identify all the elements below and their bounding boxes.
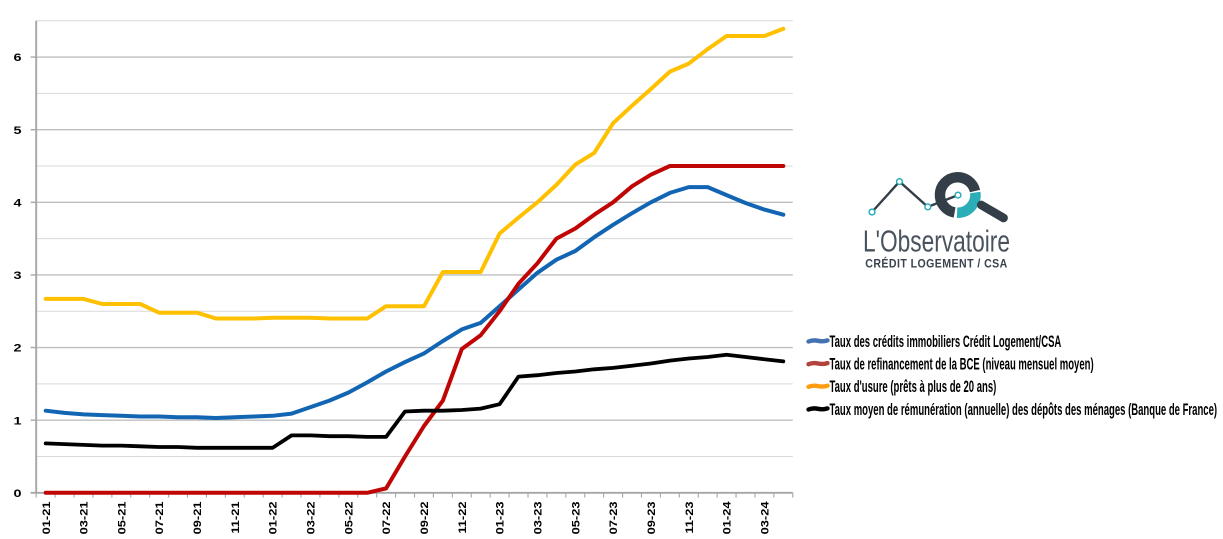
svg-text:Taux des crédits immobiliers C: Taux des crédits immobiliers Crédit Loge…: [830, 332, 1062, 350]
svg-text:Taux d'usure (prêts à plus de: Taux d'usure (prêts à plus de 20 ans): [830, 378, 997, 396]
svg-text:03-21: 03-21: [77, 501, 90, 534]
svg-text:6: 6: [14, 51, 22, 64]
svg-text:4: 4: [14, 196, 23, 209]
svg-text:05-21: 05-21: [115, 501, 128, 534]
svg-text:1: 1: [14, 414, 22, 427]
svg-text:CRÉDIT LOGEMENT / CSA: CRÉDIT LOGEMENT / CSA: [865, 257, 1007, 271]
svg-text:01-23: 01-23: [493, 501, 506, 534]
svg-text:11-21: 11-21: [229, 501, 242, 533]
svg-text:Taux moyen de rémunération (an: Taux moyen de rémunération (annuelle) de…: [830, 400, 1218, 418]
svg-text:11-23: 11-23: [683, 501, 696, 533]
svg-text:09-23: 09-23: [645, 501, 658, 534]
svg-text:07-21: 07-21: [153, 501, 166, 534]
svg-text:01-24: 01-24: [720, 501, 733, 534]
svg-text:Taux de refinancement de la BC: Taux de refinancement de la BCE (niveau …: [830, 355, 1094, 373]
svg-text:09-21: 09-21: [191, 501, 204, 534]
svg-text:L'Observatoire: L'Observatoire: [863, 223, 1010, 258]
svg-text:03-23: 03-23: [531, 501, 544, 534]
svg-text:05-23: 05-23: [569, 501, 582, 534]
svg-text:0: 0: [14, 486, 22, 499]
svg-text:5: 5: [14, 123, 22, 136]
svg-text:01-21: 01-21: [39, 501, 52, 534]
svg-text:07-23: 07-23: [607, 501, 620, 534]
svg-text:03-22: 03-22: [304, 501, 317, 534]
svg-text:11-22: 11-22: [456, 501, 469, 533]
svg-text:03-24: 03-24: [758, 501, 771, 534]
svg-text:3: 3: [14, 268, 22, 281]
svg-text:2: 2: [14, 341, 22, 354]
svg-text:05-22: 05-22: [342, 501, 355, 534]
svg-text:07-22: 07-22: [380, 501, 393, 534]
svg-text:01-22: 01-22: [266, 501, 279, 534]
svg-text:09-22: 09-22: [418, 501, 431, 534]
